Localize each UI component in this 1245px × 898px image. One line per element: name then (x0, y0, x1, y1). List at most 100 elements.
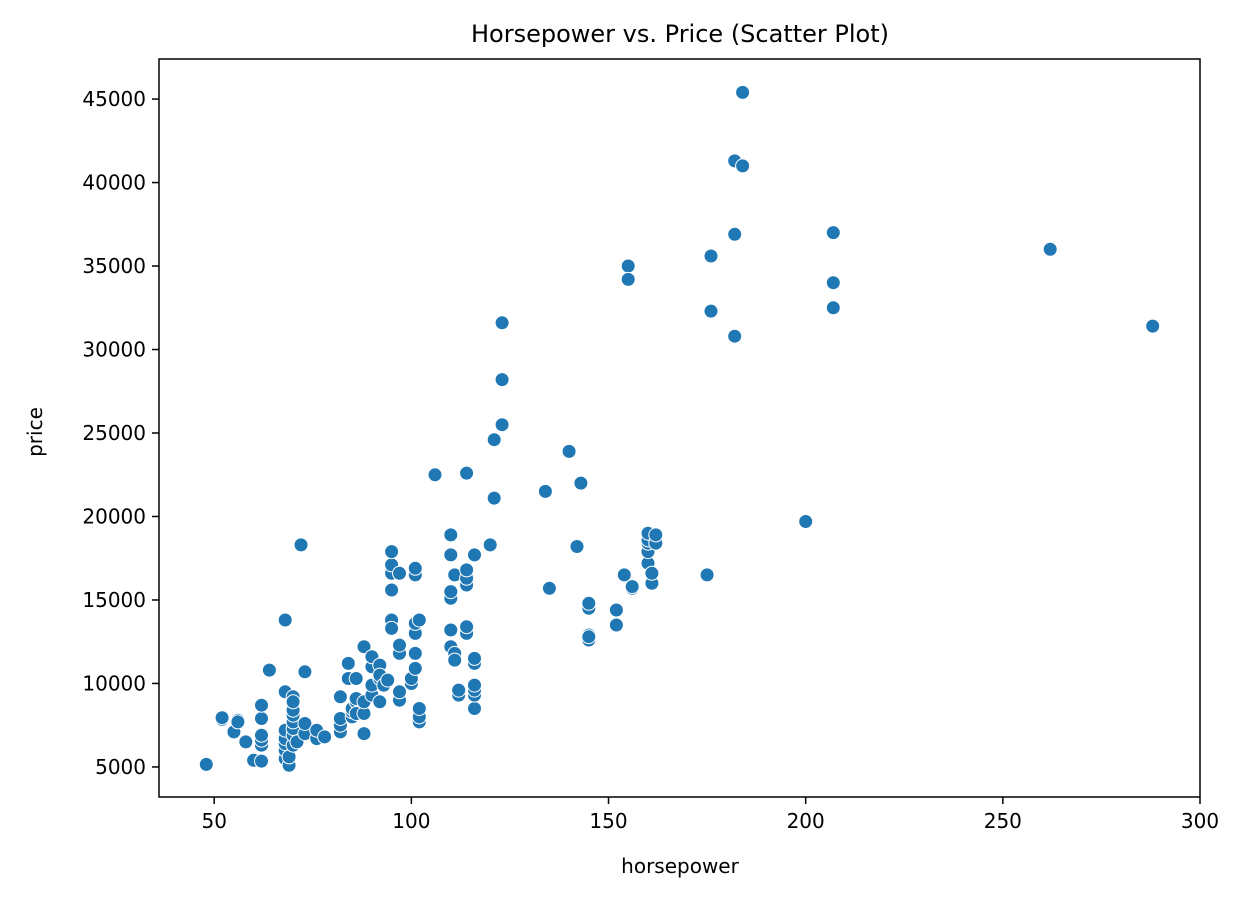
x-axis: 50 100 150 200 250 300 (201, 797, 1219, 833)
scatter-point (467, 701, 482, 716)
scatter-point (482, 537, 498, 553)
scatter-point (727, 226, 743, 242)
scatter-point (356, 639, 372, 655)
scatter-point (411, 612, 427, 628)
scatter-point (254, 753, 269, 769)
scatter-point (608, 602, 624, 618)
scatter-point (407, 660, 423, 676)
scatter-point (798, 514, 814, 529)
scatter-point (407, 645, 423, 661)
scatter-point (297, 664, 313, 680)
scatter-point (214, 710, 230, 726)
scatter-point (407, 560, 423, 576)
scatter-point (699, 567, 715, 583)
scatter-point (427, 467, 443, 483)
chart-title: Horsepower vs. Price (Scatter Plot) (471, 20, 889, 48)
scatter-point (254, 711, 269, 726)
scatter-point (392, 565, 407, 581)
scatter-point (573, 475, 589, 491)
scatter-point (581, 629, 597, 645)
scatter-point (825, 225, 841, 241)
scatter-point (735, 158, 751, 174)
scatter-point (317, 729, 333, 745)
x-tick-label: 50 (201, 809, 226, 833)
scatter-point (261, 662, 277, 678)
scatter-point (332, 689, 348, 705)
scatter-point (443, 584, 459, 600)
scatter-point (467, 547, 482, 563)
y-tick-label: 5000 (95, 755, 146, 779)
scatter-point (624, 579, 640, 595)
scatter-point (735, 84, 751, 100)
plot-frame (158, 58, 1201, 798)
scatter-point (447, 652, 463, 668)
scatter-point (384, 620, 400, 636)
scatter-point (392, 637, 407, 653)
scatter-point (561, 443, 577, 459)
x-tick-label: 100 (392, 809, 430, 833)
scatter-point (411, 701, 427, 716)
scatter-point (1145, 318, 1161, 334)
scatter-point (459, 562, 475, 578)
scatter-point (459, 465, 475, 481)
y-axis-label: price (23, 407, 47, 457)
scatter-point (443, 622, 459, 638)
scatter-point (380, 672, 396, 688)
scatter-point (494, 372, 510, 388)
scatter-point (1042, 241, 1058, 257)
scatter-point (340, 655, 356, 671)
scatter-point (581, 595, 597, 611)
scatter-point (254, 697, 269, 713)
scatter-point (608, 617, 624, 633)
scatter-point (293, 537, 309, 553)
scatter-point (537, 483, 553, 499)
scatter-point (356, 726, 372, 742)
scatter-point (392, 684, 407, 700)
scatter-point (372, 694, 388, 710)
scatter-point (443, 547, 459, 563)
scatter-point (285, 694, 301, 710)
scatter-point (238, 734, 254, 750)
scatter-point (384, 544, 400, 560)
scatter-point (620, 258, 636, 274)
scatter-point (648, 527, 664, 543)
scatter-point (467, 650, 482, 666)
scatter-point (348, 671, 364, 686)
y-axis: 5000 10000 15000 20000 25000 30000 35000 40000 4… (82, 87, 159, 779)
scatter-point (459, 619, 475, 635)
scatter-point (486, 432, 502, 448)
scatter-point (467, 677, 482, 693)
y-tick-label: 45000 (82, 87, 146, 111)
scatter-point (703, 248, 719, 264)
scatter-point (486, 490, 502, 506)
scatter-point (494, 417, 510, 433)
scatter-point (644, 565, 660, 581)
scatter-point (277, 612, 293, 628)
x-tick-label: 250 (984, 809, 1022, 833)
scatter-point (825, 275, 841, 291)
scatter-point (297, 716, 313, 731)
y-tick-label: 30000 (82, 338, 146, 362)
y-tick-label: 25000 (82, 421, 146, 445)
scatter-point (620, 271, 636, 287)
x-tick-label: 150 (589, 809, 627, 833)
y-tick-label: 35000 (82, 254, 146, 278)
scatter-point (825, 300, 841, 316)
scatter-point (494, 315, 510, 331)
scatter-point (254, 727, 269, 743)
x-tick-label: 300 (1181, 809, 1219, 833)
x-axis-label: horsepower (621, 854, 739, 878)
scatter-point (384, 582, 400, 598)
y-tick-label: 40000 (82, 171, 146, 195)
scatter-point (198, 756, 214, 772)
scatter-point (443, 527, 459, 543)
scatter-point (451, 682, 467, 698)
scatter-point (541, 580, 557, 596)
y-tick-label: 20000 (82, 504, 146, 528)
scatter-point (569, 539, 585, 554)
scatter-point (703, 303, 719, 319)
scatter-point (727, 328, 743, 344)
y-tick-label: 10000 (82, 671, 146, 695)
y-tick-label: 15000 (82, 588, 146, 612)
